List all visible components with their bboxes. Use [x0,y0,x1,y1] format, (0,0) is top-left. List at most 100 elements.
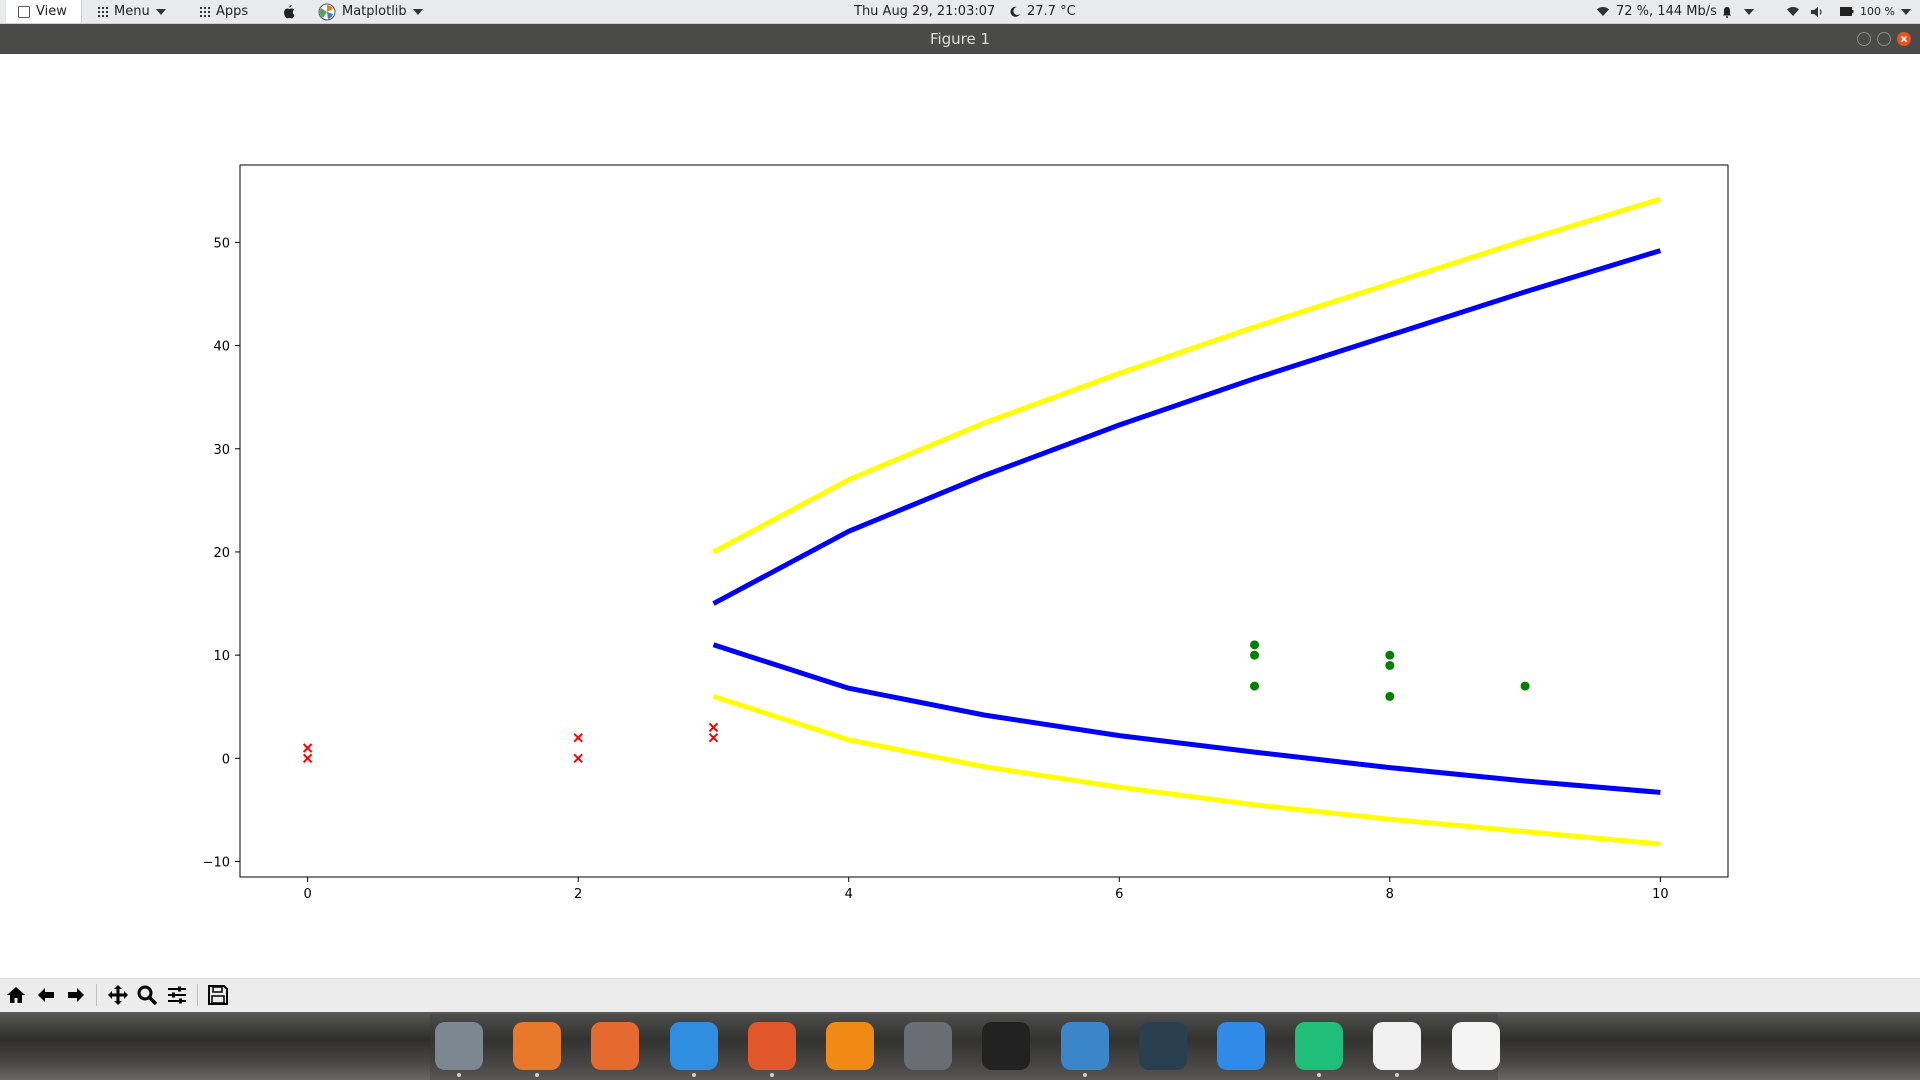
save-icon [208,985,228,1005]
maximize-button[interactable] [1877,32,1891,46]
apps-button[interactable]: Apps [192,0,256,23]
moon-icon [1010,6,1020,17]
scatter-point-red-x [302,743,313,753]
pan-button[interactable] [105,982,131,1008]
battery-icon [1840,7,1854,16]
x-tick-label: 0 [303,887,311,902]
chevron-down-icon [1744,8,1754,15]
scatter-point-red-x [302,753,313,764]
zoom-icon [137,985,158,1006]
running-indicator [1395,1073,1399,1077]
app-launcher-icon[interactable] [1452,1022,1500,1070]
x-tick-label: 8 [1386,887,1394,902]
vscode-icon[interactable] [1061,1022,1109,1070]
back-icon [38,988,54,1002]
matplotlib-app-icon [318,3,336,20]
apps-grid-icon [200,6,210,17]
home-button[interactable] [3,982,29,1008]
view-button[interactable]: View [6,0,82,23]
back-button[interactable] [33,982,59,1008]
network-indicator[interactable]: 72 %, 144 Mb/s [1596,0,1717,23]
settings-gear-icon[interactable] [904,1022,952,1070]
configure-icon [168,986,186,1004]
scatter-point-green [1385,691,1395,701]
zoom-button[interactable] [134,982,160,1008]
wifi-icon [1597,7,1609,16]
home-icon [7,987,25,1003]
chevron-down-icon [155,8,166,15]
forward-button[interactable] [63,982,89,1008]
chevron-down-icon [1900,8,1911,15]
window-title-bar[interactable]: Figure 1 [0,24,1920,54]
x-tick-label: 2 [574,887,582,902]
apple-icon [284,5,295,19]
y-tick-label: 10 [213,649,230,664]
running-indicator [535,1073,539,1077]
stacer-icon[interactable] [1139,1022,1187,1070]
scatter-point-green [1385,650,1395,660]
clock[interactable]: Thu Aug 29, 21:03:07 [854,0,995,23]
scatter-point-green [1250,681,1260,691]
vlc-icon[interactable] [826,1022,874,1070]
chevron-down-icon [412,8,423,15]
firefox-icon[interactable] [513,1022,561,1070]
scatter-point-green [1250,650,1260,660]
figure-canvas[interactable]: 0 2 4 6 8 10 −10 0 10 20 30 40 50 [0,54,1920,978]
close-button[interactable] [1897,32,1911,46]
view-label: View [36,4,67,19]
window-title: Figure 1 [929,30,991,48]
dock-background [0,1012,1920,1080]
toolbar-separator [96,984,97,1006]
menu-grid-icon [98,6,108,17]
matplotlib-icon[interactable] [1373,1022,1421,1070]
plot[interactable]: 0 2 4 6 8 10 −10 0 10 20 30 40 50 [0,54,1920,978]
toolbar-separator [197,984,198,1006]
downloader-icon[interactable] [591,1022,639,1070]
navigation-toolbar [0,978,1920,1012]
volume-menu[interactable] [1810,0,1824,23]
y-tick-label: −10 [203,856,230,871]
menu-button[interactable]: Menu [90,0,174,23]
indicator-dropdown[interactable] [1744,0,1754,23]
scatter-point-green [1520,681,1530,691]
wifi-menu[interactable] [1786,0,1800,23]
y-tick-label: 30 [213,443,230,458]
datetime-label: Thu Aug 29, 21:03:07 [854,4,996,19]
scatter-point-green [1385,660,1395,670]
apple-menu-button[interactable] [282,0,296,23]
forward-icon [68,988,84,1002]
system-settings-icon[interactable] [435,1022,483,1070]
y-tick-label: 0 [222,752,230,767]
series-line-yellow-0 [712,196,1662,555]
series-line-blue-2 [712,642,1661,795]
configure-subplots-button[interactable] [164,982,190,1008]
save-button[interactable] [205,982,231,1008]
axes-frame [239,164,1729,878]
series-line-yellow-3 [712,694,1661,847]
temperature-label: 27.7 °C [1027,4,1076,19]
notifications-indicator[interactable] [1722,0,1732,23]
running-indicator [1317,1073,1321,1077]
gimp-icon[interactable] [748,1022,796,1070]
series-line-blue-1 [712,248,1662,606]
network-label: 72 %, 144 Mb/s [1616,4,1717,19]
running-indicator [692,1073,696,1077]
running-indicator [1083,1073,1087,1077]
x-tick-label: 10 [1652,887,1669,902]
minimize-button[interactable] [1857,32,1871,46]
preferences-icon[interactable] [1217,1022,1265,1070]
weather-indicator[interactable]: 27.7 °C [1010,0,1076,23]
y-tick-label: 50 [213,236,230,251]
scatter-point-red-x [708,732,719,743]
x-tick-label: 6 [1115,887,1123,902]
top-panel: View Menu Apps Matplotlib Thu Aug 29, 21… [0,0,1920,24]
y-tick-label: 40 [213,340,230,355]
software-updater-icon[interactable] [1295,1022,1343,1070]
battery-indicator[interactable]: 100 % [1840,0,1911,23]
running-indicator [770,1073,774,1077]
terminal-icon[interactable] [982,1022,1030,1070]
running-indicator [457,1073,461,1077]
battery-label: 100 % [1860,5,1895,18]
finder-icon[interactable] [670,1022,718,1070]
app-menu-button[interactable]: Matplotlib [318,0,423,23]
